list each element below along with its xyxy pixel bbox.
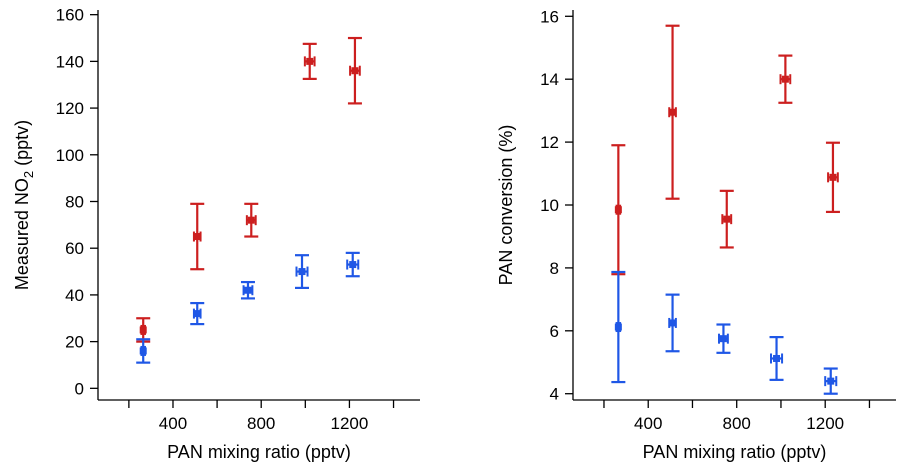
y-axis-title: PAN conversion (%) [496, 125, 516, 286]
x-tick-label: 400 [634, 414, 662, 433]
red-data-point [669, 108, 677, 116]
blue-data-point [349, 261, 357, 269]
y-axis-title: Measured NO2 (pptv) [12, 120, 36, 290]
red-data-point [351, 67, 359, 75]
red-data-point [723, 215, 731, 223]
y-tick-label: 40 [65, 286, 84, 305]
y-tick-label: 120 [56, 99, 84, 118]
blue-data-point [719, 335, 727, 343]
y-tick-label: 60 [65, 239, 84, 258]
x-tick-label: 1200 [331, 414, 369, 433]
blue-data-point [669, 319, 677, 327]
y-tick-label: 6 [550, 322, 559, 341]
blue-data-point [244, 286, 252, 294]
left-chart-panel: 0 20 40 60 80 100 120 140 160 400 800 1200 PAN mixin… [12, 6, 420, 462]
y-tick-label: 10 [540, 196, 559, 215]
y-tick-label: 20 [65, 333, 84, 352]
y-tick-label: 0 [75, 379, 84, 398]
x-tick-label: 800 [247, 414, 275, 433]
blue-data-point [614, 323, 622, 331]
y-tick-label: 16 [540, 7, 559, 26]
y-tick-label: 14 [540, 70, 559, 89]
blue-data-point [298, 268, 306, 276]
x-tick-label: 1200 [806, 414, 844, 433]
x-tick-label: 800 [723, 414, 751, 433]
blue-data-point [773, 354, 781, 362]
red-data-point [829, 173, 837, 181]
y-tick-label: 160 [56, 6, 84, 25]
y-tick-label: 12 [540, 133, 559, 152]
y-tick-label: 100 [56, 146, 84, 165]
red-data-point [193, 233, 201, 241]
red-data-point [247, 216, 255, 224]
red-data-point [306, 57, 314, 65]
red-data-point [781, 75, 789, 83]
red-data-point [139, 326, 147, 334]
red-data-point [614, 206, 622, 214]
blue-data-point [139, 347, 147, 355]
x-tick-label: 400 [159, 414, 187, 433]
x-axis-title: PAN mixing ratio (pptv) [643, 442, 827, 462]
y-tick-label: 4 [550, 385, 559, 404]
blue-data-point [193, 310, 201, 318]
y-tick-label: 8 [550, 259, 559, 278]
x-axis-title: PAN mixing ratio (pptv) [167, 442, 351, 462]
y-tick-label: 80 [65, 192, 84, 211]
right-chart-panel: 4 6 8 10 12 14 16 400 800 1200 PAN mixing ratio (p… [496, 7, 896, 462]
y-tick-label: 140 [56, 52, 84, 71]
blue-data-point [827, 377, 835, 385]
